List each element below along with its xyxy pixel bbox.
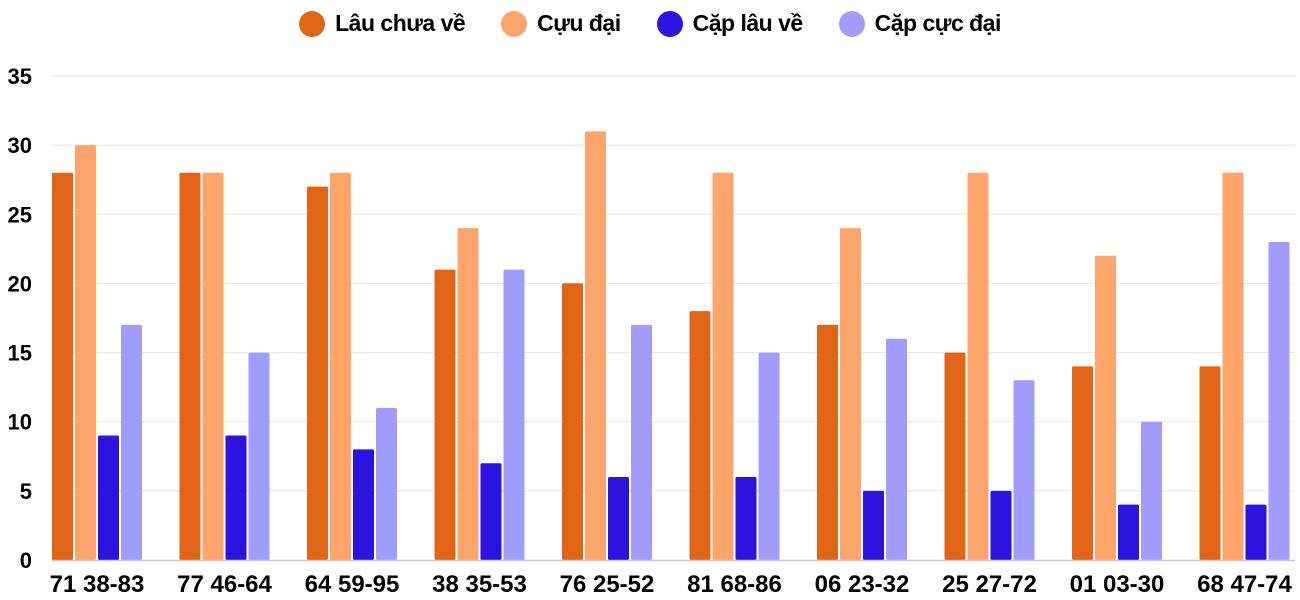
bar [434,269,456,560]
bar [631,324,652,560]
legend-label: Lâu chưa về [335,10,466,36]
bar [1118,504,1139,560]
bar [353,449,374,560]
bar [75,145,96,560]
bar [689,311,711,560]
bar [1199,366,1221,560]
y-tick-label: 0 [20,548,32,573]
bar [585,131,606,561]
bar [179,172,201,561]
x-tick-label: 77 46-64 [177,571,272,598]
y-tick-label: 5 [20,479,32,504]
bar [307,186,328,560]
bar [1141,421,1162,560]
bar [202,172,224,561]
bar [863,490,884,560]
bar [712,172,734,561]
bar [330,172,351,561]
x-tick-label: 81 68-86 [687,571,782,598]
bar [52,172,73,561]
x-tick-label: 25 27-72 [942,571,1037,598]
bar [817,324,838,560]
x-tick-label: 68 47-74 [1197,571,1292,598]
bar [376,407,397,560]
bar [1268,241,1290,560]
bar [735,477,757,560]
bar [608,477,629,560]
bar [1222,172,1244,561]
x-tick-label: 71 38-83 [50,571,145,598]
bar [758,352,780,560]
x-tick-label: 06 23-32 [815,571,910,598]
legend-swatch [299,10,326,37]
y-tick-label: 10 [8,410,32,435]
bar [98,435,119,560]
bar [121,324,142,560]
bar [1013,380,1035,560]
bar [457,228,479,560]
bar [967,172,989,561]
legend-label: Cặp lâu về [692,10,804,36]
x-tick-label: 38 35-53 [432,571,527,598]
y-tick-label: 35 [8,64,32,89]
bar [990,490,1012,560]
bar [503,269,525,560]
legend-swatch [656,10,683,37]
bar [480,463,502,560]
bar [1072,366,1093,560]
bar [562,283,583,560]
y-tick-label: 15 [8,341,32,366]
legend: Lâu chưa về Cựu đại Cặp lâu về Cặp cực đại [0,10,1300,37]
legend-label: Cựu đại [537,10,621,36]
y-tick-label: 20 [8,271,32,296]
y-tick-label: 30 [8,133,32,158]
x-tick-label: 64 59-95 [305,571,400,598]
bar [886,338,907,560]
bar [1095,255,1116,560]
legend-item[interactable]: Cặp lâu về [656,10,804,37]
legend-item[interactable]: Lâu chưa về [299,10,466,37]
bar [944,352,966,560]
legend-swatch [838,10,865,37]
bar [248,352,270,560]
legend-label: Cặp cực đại [874,10,1002,36]
x-tick-label: 76 25-52 [560,571,655,598]
legend-swatch [501,10,528,37]
legend-item[interactable]: Cựu đại [501,10,621,37]
bar [1245,504,1267,560]
y-tick-label: 25 [8,202,32,227]
bar [840,228,861,560]
x-tick-label: 01 03-30 [1070,571,1165,598]
bar [225,435,247,560]
legend-item[interactable]: Cặp cực đại [838,10,1002,37]
